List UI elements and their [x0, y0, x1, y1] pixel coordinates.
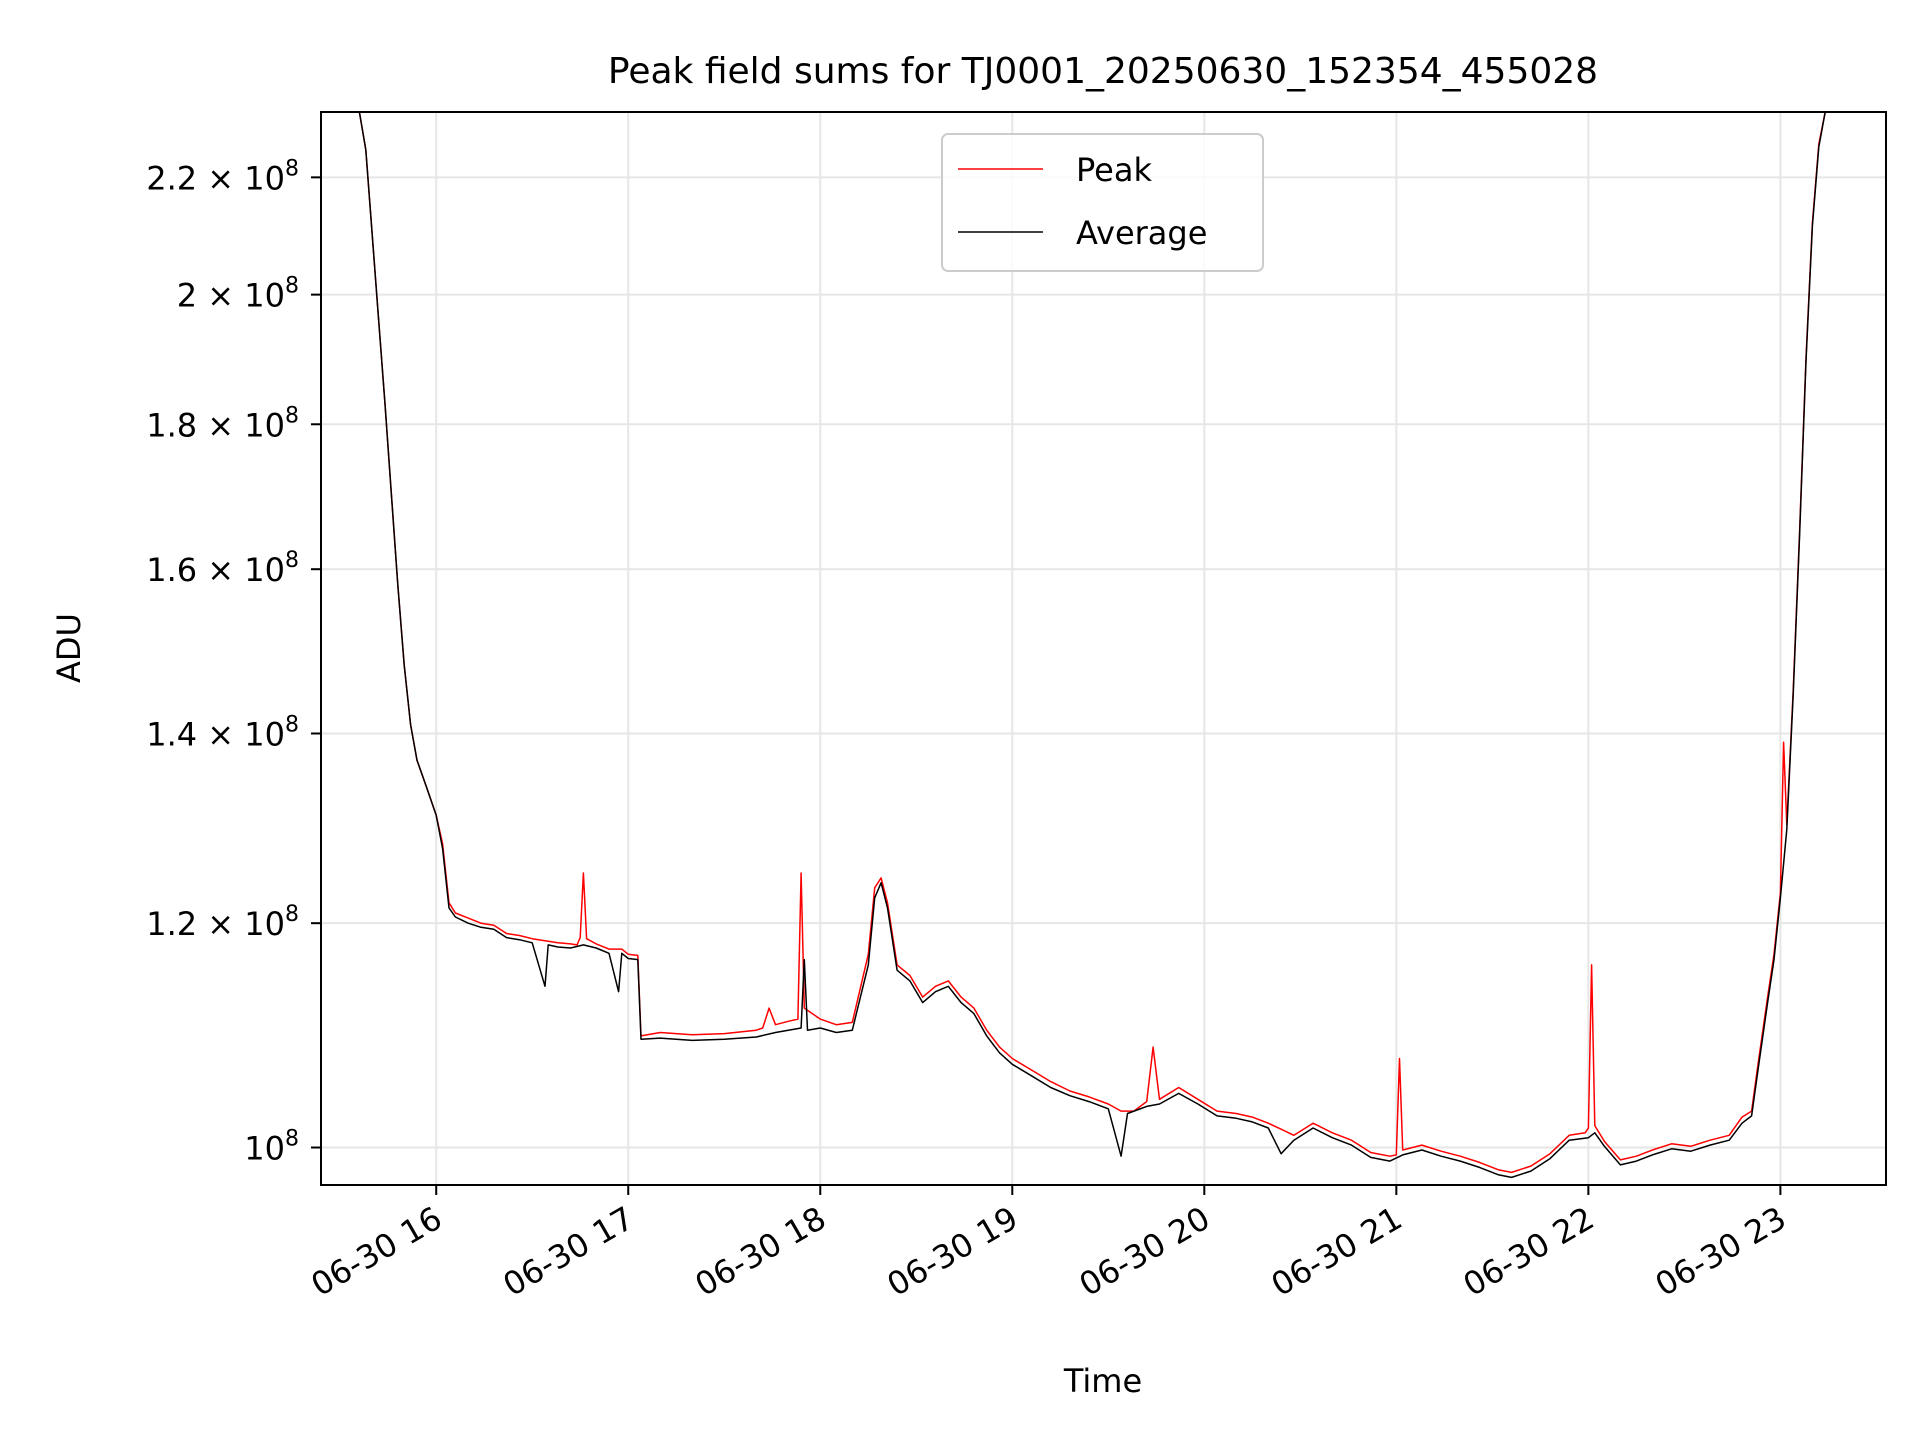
series-layer	[358, 112, 1826, 1179]
plot-frame	[320, 111, 1887, 1186]
x-axis-label: Time	[1063, 1362, 1142, 1400]
y-tick-label: 1.8 × 108	[146, 403, 299, 444]
legend: Peak Average	[941, 133, 1264, 272]
y-tick-label: 1.4 × 108	[146, 713, 299, 754]
series-line-average	[358, 112, 1826, 1179]
y-axis-label: ADU	[50, 613, 88, 683]
y-tick-label: 2.2 × 108	[146, 156, 299, 197]
y-tick-label: 1.6 × 108	[146, 548, 299, 589]
y-tick-label: 2 × 108	[177, 274, 299, 315]
y-tick-label: 1.2 × 108	[146, 902, 299, 943]
legend-label-average: Average	[1076, 214, 1207, 252]
series-line-peak	[358, 112, 1826, 1174]
chart-title: Peak field sums for TJ0001_20250630_1523…	[608, 51, 1598, 92]
legend-label-peak: Peak	[1076, 151, 1152, 189]
